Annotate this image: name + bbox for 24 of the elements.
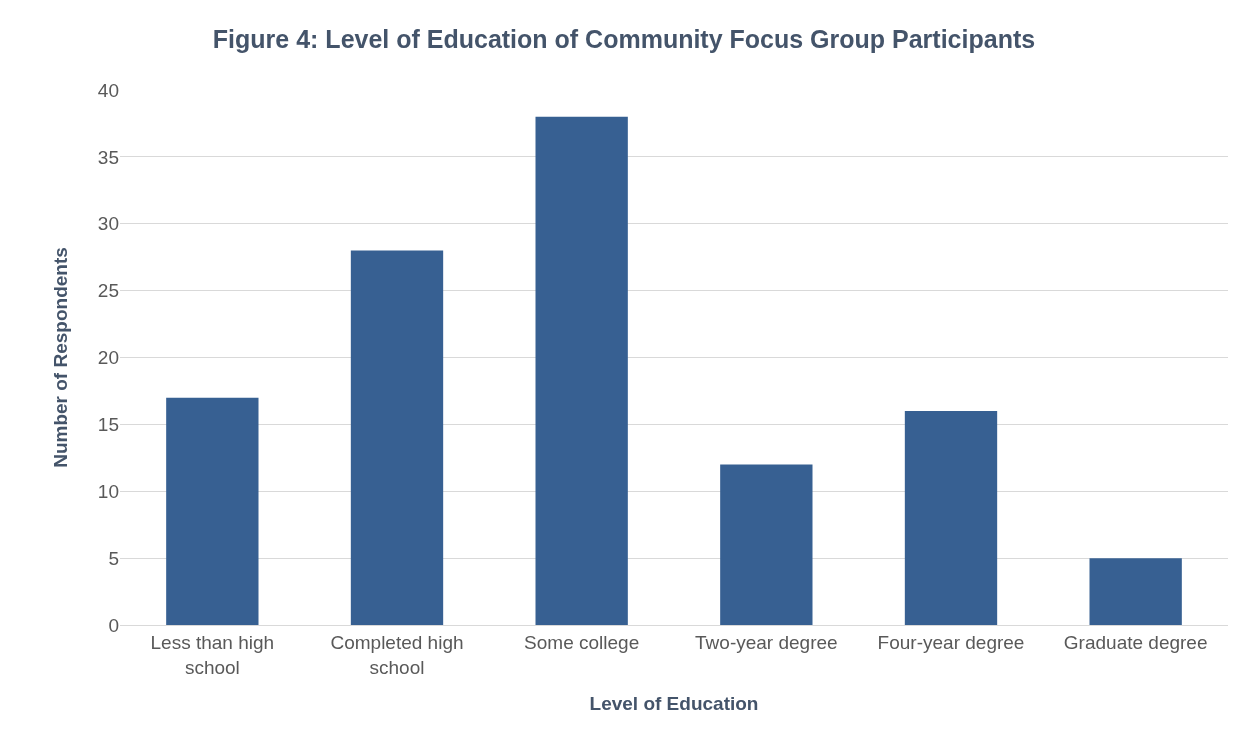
y-tick-label: 15 <box>97 414 119 436</box>
y-tick-label: 30 <box>97 213 119 235</box>
x-tick-label: Two-year degree <box>695 631 838 653</box>
x-tick-label: Four-year degree <box>877 631 1025 653</box>
y-tick-label: 10 <box>97 480 119 502</box>
chart-title: Figure 4: Level of Education of Community Focus Group Participants <box>212 24 1036 53</box>
y-tick-label: 25 <box>97 280 119 302</box>
bar <box>535 116 628 625</box>
x-axis-title: Level of Education <box>589 693 759 715</box>
y-tick-label: 35 <box>97 146 119 168</box>
y-axis-title: Number of Respondents <box>49 247 71 468</box>
bar <box>1089 558 1182 625</box>
bar <box>904 411 998 625</box>
bar <box>720 464 813 625</box>
x-tick-label: Graduate degree <box>1063 631 1208 653</box>
y-tick-label: 20 <box>97 347 119 369</box>
bar <box>166 397 259 625</box>
x-tick-label: Less than high school <box>150 631 275 678</box>
bar <box>350 250 444 625</box>
y-tick-label: 0 <box>108 614 119 636</box>
y-tick-label: 40 <box>97 79 119 101</box>
y-tick-label: 5 <box>108 547 119 569</box>
x-tick-label: Some college <box>524 631 640 653</box>
x-tick-label: Completed high school <box>330 631 464 678</box>
